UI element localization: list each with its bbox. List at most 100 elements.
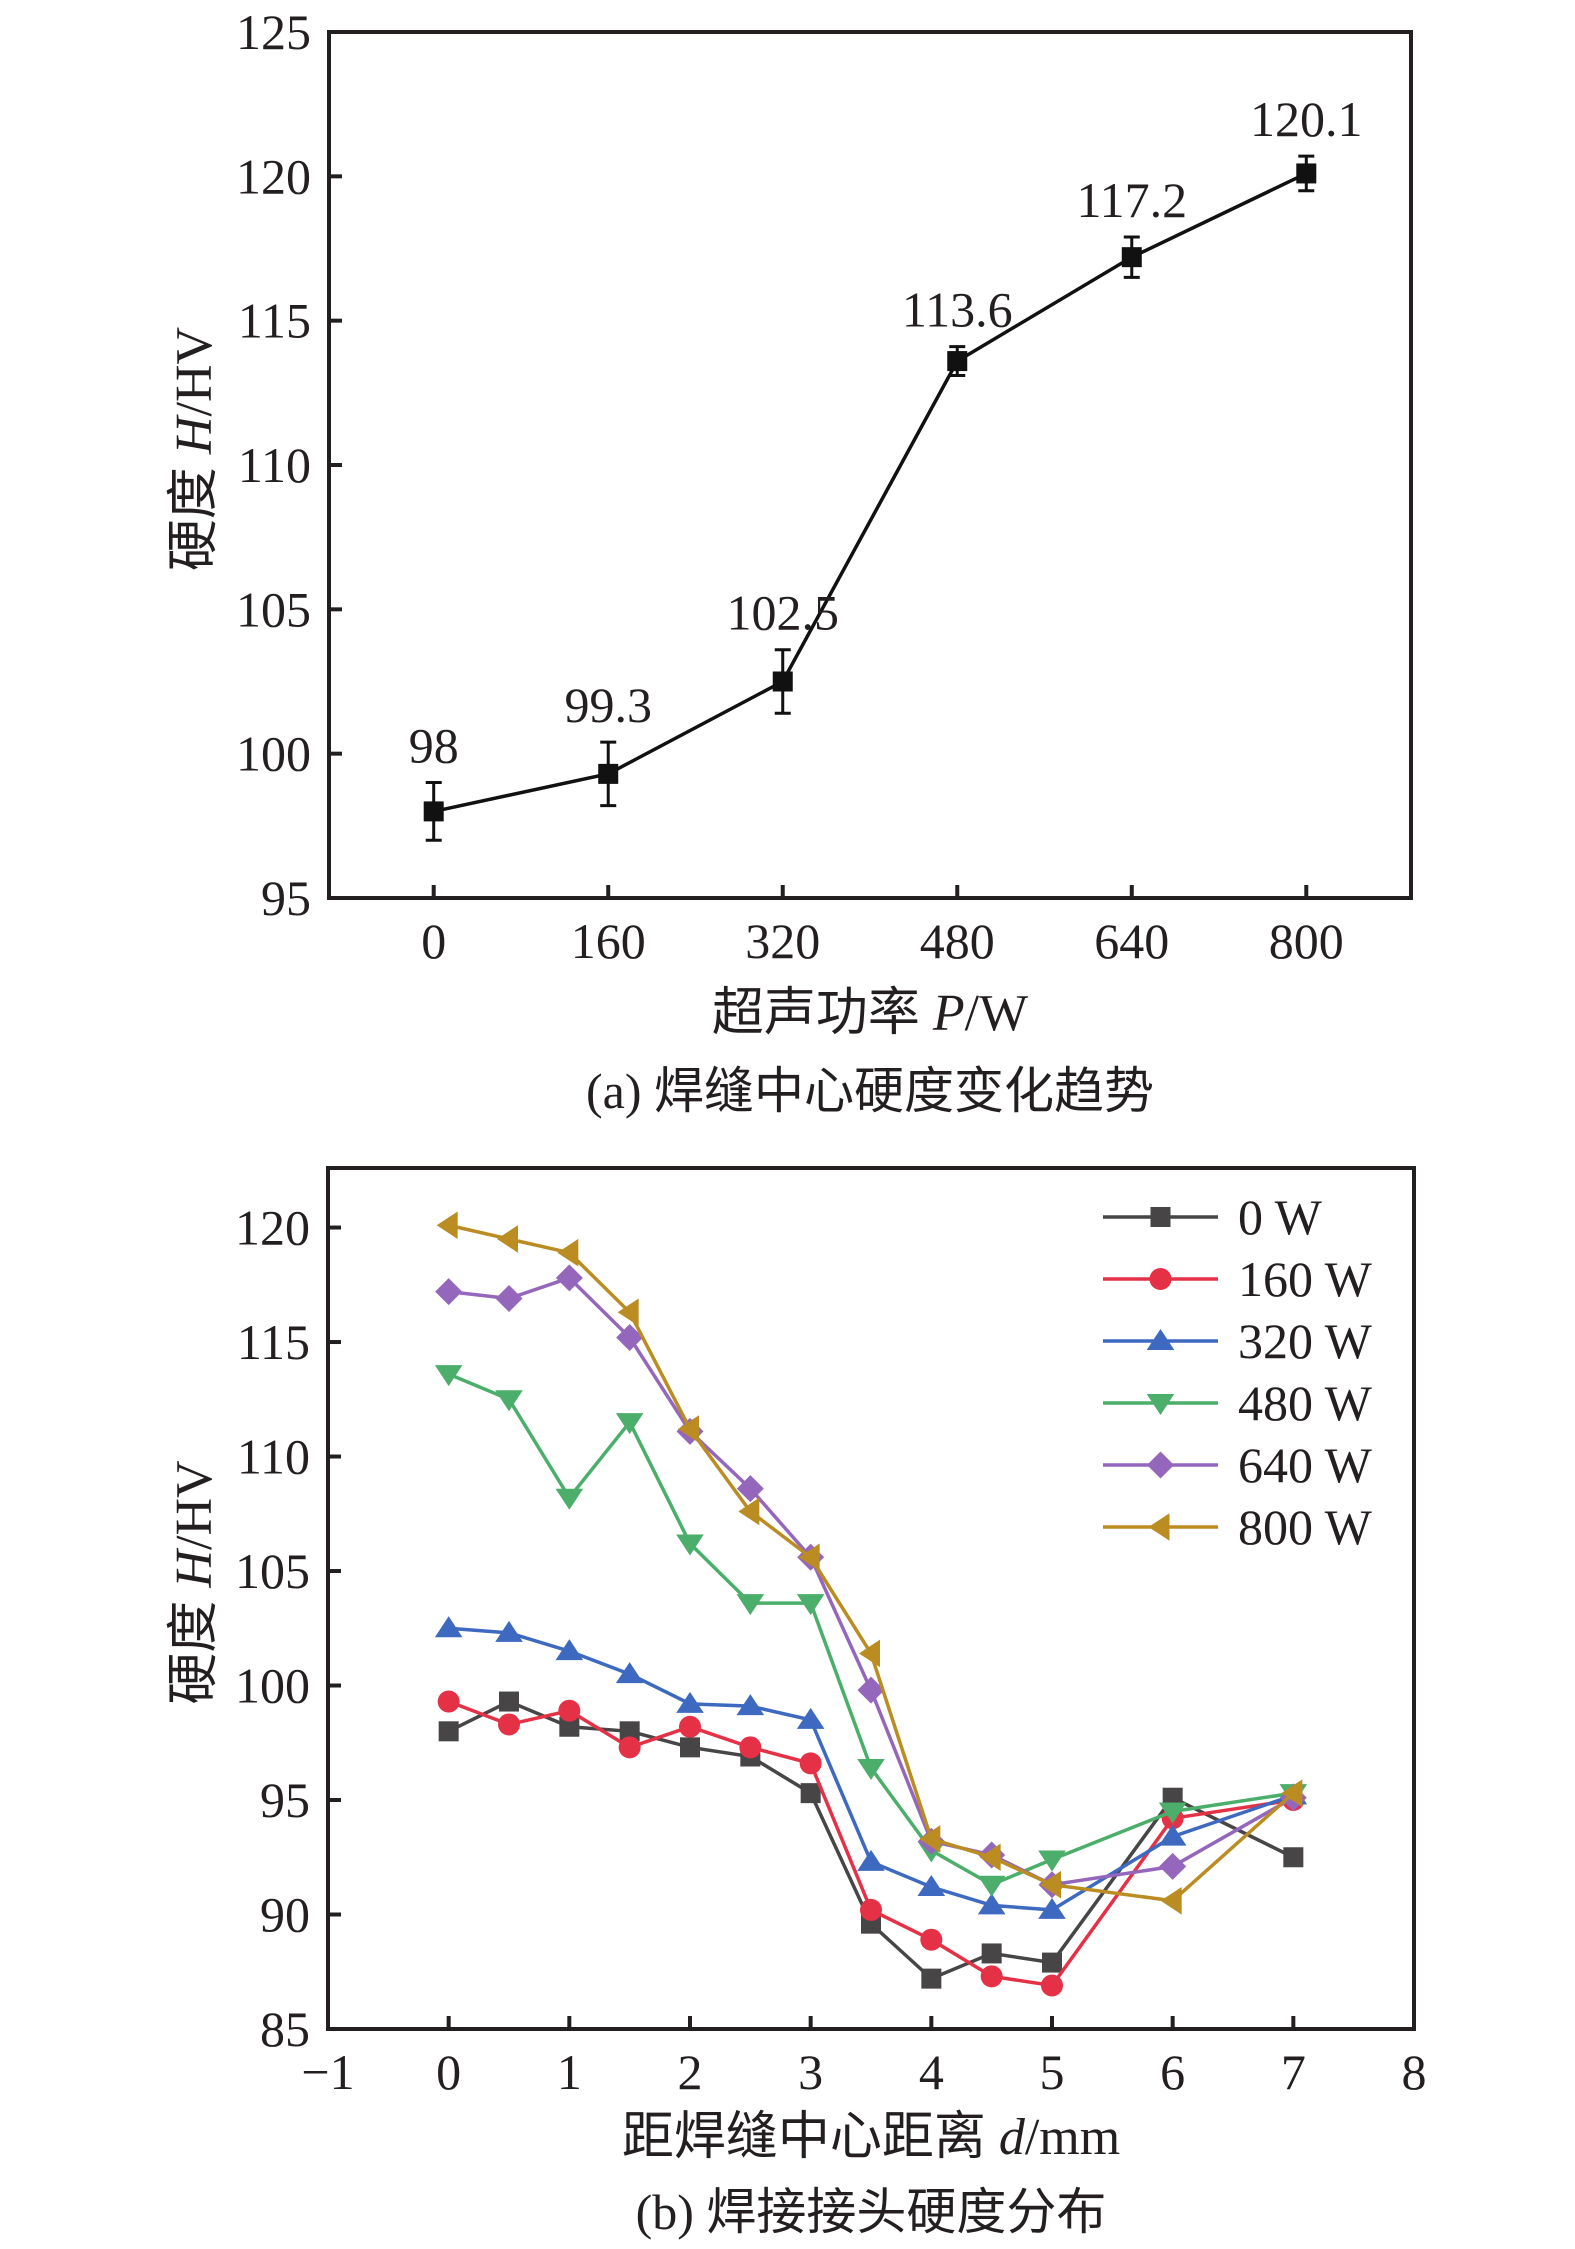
legend-item: 480 W: [1103, 1375, 1373, 1431]
x-tick-label: 5: [1040, 2044, 1065, 2100]
data-point: [738, 1497, 760, 1526]
data-point: [559, 1716, 580, 1737]
y-tick-label: 115: [238, 293, 311, 349]
data-point: [436, 1211, 458, 1240]
series-800w: [436, 1211, 1303, 1915]
x-tick-label: 1: [557, 2044, 582, 2100]
data-point: [615, 1413, 644, 1435]
data-point: [1042, 1952, 1062, 1973]
data-point: [555, 1639, 584, 1661]
data-point: [615, 1662, 644, 1684]
x-tick-label: 4: [919, 2044, 944, 2100]
x-tick-label: 0: [421, 913, 446, 969]
x-tick-label: 320: [745, 913, 820, 969]
data-point: [772, 671, 793, 692]
data-label: 120.1: [1250, 91, 1363, 147]
data-point: [438, 1721, 459, 1742]
data-point: [981, 1943, 1002, 1964]
legend-marker: [1146, 1329, 1175, 1350]
data-point: [558, 1699, 581, 1722]
x-tick-label: 480: [920, 913, 995, 969]
chart-a-x-axis: 0 160 320 480 640 800: [421, 885, 1344, 969]
x-tick-label: 6: [1160, 2044, 1185, 2100]
data-point: [799, 1752, 822, 1775]
chart-a-hardness-trend: 95 100 105 110 115 120 125 0 160 320 480 640 800 98…: [166, 4, 1413, 1119]
data-point: [557, 1238, 579, 1267]
data-point: [497, 1225, 518, 1253]
data-label: 113.6: [902, 282, 1013, 338]
series-line: [433, 171, 1308, 814]
legend-label: 0 W: [1238, 1189, 1323, 1245]
chart-a-y-axis-title: 硬度 H/HV: [166, 327, 223, 571]
data-point: [1158, 1824, 1187, 1846]
data-point: [1121, 247, 1142, 268]
legend-item: 160 W: [1103, 1251, 1373, 1307]
data-point: [555, 1264, 583, 1292]
data-point: [598, 763, 619, 784]
legend-item: 320 W: [1103, 1313, 1373, 1369]
data-point: [495, 1285, 523, 1313]
data-label: 98: [409, 718, 459, 774]
data-point: [435, 1278, 463, 1306]
chart-b-series: [434, 1211, 1308, 1997]
data-point: [920, 1928, 943, 1951]
legend-item: 0 W: [1103, 1189, 1323, 1245]
data-point: [1160, 1886, 1182, 1915]
data-point: [498, 1713, 520, 1736]
x-tick-label: 7: [1281, 2044, 1306, 2100]
x-tick-label: 3: [798, 2044, 823, 2100]
data-point: [1041, 1974, 1063, 1997]
y-tick-label: 125: [236, 4, 311, 60]
data-point: [736, 1475, 764, 1503]
x-tick-label: 8: [1402, 2044, 1427, 2100]
data-point: [678, 1415, 699, 1443]
data-point: [800, 1783, 821, 1804]
y-tick-label: 100: [236, 726, 311, 782]
y-tick-label: 90: [260, 1887, 310, 1943]
data-point: [917, 1875, 946, 1897]
x-tick-label: 160: [571, 913, 646, 969]
data-label: 117.2: [1076, 172, 1187, 228]
y-tick-label: 120: [236, 148, 311, 204]
y-tick-label: 105: [236, 581, 311, 637]
chart-b-plot-frame: [326, 1166, 1416, 2031]
data-point: [857, 1849, 885, 1871]
y-tick-label: 120: [235, 1200, 310, 1256]
y-tick-label: 110: [238, 437, 311, 493]
chart-b-y-axis: 85 90 95 100 105 110 115 120: [235, 1200, 341, 2057]
y-tick-label: 115: [237, 1314, 310, 1370]
data-point: [980, 1965, 1003, 1988]
data-point: [423, 801, 444, 822]
data-point: [1040, 1870, 1061, 1899]
data-point: [860, 1898, 882, 1921]
chart-b-caption: (b) 焊接接头硬度分布: [636, 2184, 1107, 2240]
data-point: [1296, 163, 1317, 184]
data-point: [796, 1594, 825, 1616]
data-point: [495, 1390, 523, 1412]
data-point: [616, 1323, 644, 1351]
data-point: [499, 1691, 519, 1712]
chart-b-legend: 0 W 160 W 320 W 480 W 640 W 800 W: [1103, 1189, 1373, 1555]
x-tick-label: 640: [1094, 913, 1169, 969]
y-tick-label: 110: [237, 1429, 310, 1485]
y-tick-label: 105: [235, 1543, 310, 1599]
data-point: [921, 1968, 942, 1989]
data-point: [1159, 1852, 1187, 1880]
chart-a-x-axis-title: 超声功率 P/W: [712, 985, 1028, 1042]
legend-marker: [1148, 1513, 1170, 1541]
x-tick-label: 2: [678, 2044, 703, 2100]
x-tick-label: 800: [1269, 913, 1344, 969]
data-point: [434, 1616, 463, 1638]
legend-label: 160 W: [1238, 1251, 1373, 1307]
data-point: [434, 1365, 463, 1387]
data-point: [676, 1691, 704, 1713]
chart-b-hardness-distribution: 85 90 95 100 105 110 115 120 −1 0 1 2 3 4 5 6 7 8 0 W 160…: [166, 1166, 1427, 2240]
data-point: [555, 1488, 584, 1510]
data-point: [736, 1594, 765, 1616]
data-point: [796, 1707, 825, 1729]
data-point: [680, 1737, 700, 1758]
chart-a-series: 98 99.3 102.5 113.6 117.2 120.1: [409, 91, 1363, 842]
data-point: [679, 1715, 701, 1738]
legend-item: 800 W: [1103, 1499, 1373, 1555]
data-point: [736, 1694, 765, 1716]
